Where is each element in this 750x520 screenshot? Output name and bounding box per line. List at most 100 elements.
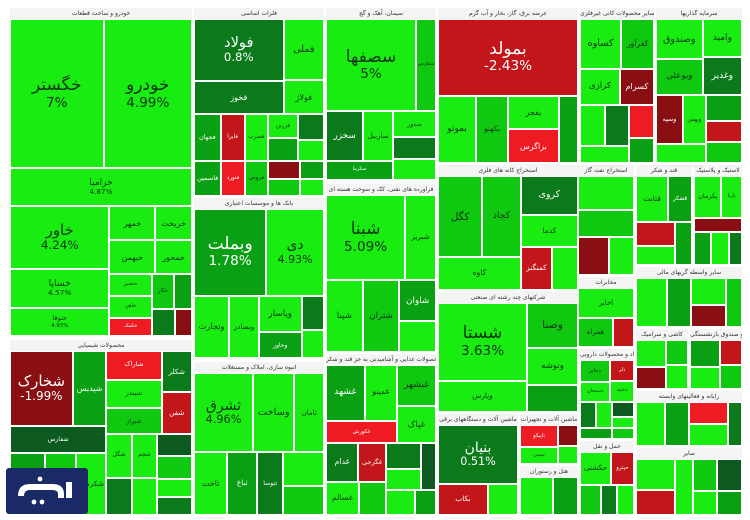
- treemap-tile[interactable]: شپنا: [326, 280, 363, 352]
- treemap-tile[interactable]: [106, 477, 132, 515]
- treemap-tile[interactable]: شپدیس: [72, 351, 107, 427]
- treemap-tile[interactable]: ثباغ: [227, 452, 258, 515]
- treemap-tile[interactable]: [156, 478, 192, 497]
- treemap-tile[interactable]: فاسمین: [194, 160, 222, 196]
- treemap-tile[interactable]: بفجر: [508, 95, 559, 130]
- treemap-tile[interactable]: [595, 401, 612, 429]
- treemap-tile[interactable]: غشهد: [326, 365, 365, 421]
- treemap-tile[interactable]: وصندوق: [656, 19, 703, 60]
- treemap-tile[interactable]: [268, 178, 301, 196]
- treemap-tile[interactable]: سکرما: [326, 160, 394, 180]
- treemap-tile[interactable]: کمنگنز: [520, 246, 552, 290]
- treemap-tile[interactable]: [692, 459, 718, 491]
- treemap-tile[interactable]: فسرب: [244, 114, 269, 161]
- treemap-tile[interactable]: [393, 137, 436, 159]
- treemap-tile[interactable]: فملی: [283, 19, 324, 81]
- treemap-tile[interactable]: شیراز: [106, 408, 162, 434]
- treemap-tile[interactable]: [580, 401, 596, 429]
- treemap-tile[interactable]: [674, 222, 692, 265]
- treemap-tile[interactable]: [488, 483, 518, 515]
- treemap-tile[interactable]: [558, 446, 578, 464]
- treemap-tile[interactable]: حپترو: [610, 452, 634, 485]
- treemap-tile[interactable]: خاور 4.24%: [10, 206, 110, 269]
- treemap-tile[interactable]: [674, 459, 693, 515]
- treemap-tile[interactable]: تپمپی: [520, 447, 559, 464]
- treemap-tile[interactable]: [636, 402, 665, 446]
- treemap-tile[interactable]: خگستر 7%: [10, 19, 104, 169]
- treemap-tile[interactable]: وبهمن: [682, 95, 706, 145]
- treemap-tile[interactable]: [728, 232, 742, 265]
- treemap-tile[interactable]: [553, 477, 578, 515]
- treemap-tile[interactable]: خکار: [151, 274, 175, 309]
- treemap-tile[interactable]: [414, 489, 436, 515]
- treemap-tile[interactable]: [636, 278, 668, 327]
- treemap-tile[interactable]: خاهن: [109, 295, 152, 318]
- treemap-tile[interactable]: [558, 95, 578, 163]
- treemap-tile[interactable]: [690, 366, 721, 389]
- treemap-tile[interactable]: خکمک: [109, 317, 152, 336]
- treemap-tile[interactable]: [636, 459, 675, 490]
- treemap-tile[interactable]: [664, 402, 689, 446]
- treemap-tile[interactable]: فولاژ: [283, 80, 324, 115]
- treemap-tile[interactable]: کاوه: [438, 257, 521, 290]
- treemap-tile[interactable]: شتران: [362, 280, 400, 352]
- treemap-tile[interactable]: شفن: [161, 392, 192, 434]
- treemap-tile[interactable]: [300, 178, 324, 196]
- treemap-tile[interactable]: همراه: [578, 317, 613, 347]
- treemap-tile[interactable]: قشکر: [668, 176, 692, 223]
- treemap-tile[interactable]: [690, 305, 727, 327]
- treemap-tile[interactable]: [611, 416, 634, 428]
- treemap-tile[interactable]: [297, 140, 324, 162]
- treemap-tile[interactable]: [711, 232, 729, 265]
- treemap-tile[interactable]: [268, 137, 298, 162]
- treemap-tile[interactable]: [689, 402, 728, 424]
- treemap-tile[interactable]: خودرو 4.99%: [103, 19, 192, 169]
- treemap-tile[interactable]: [580, 104, 605, 147]
- treemap-tile[interactable]: شفارس: [10, 426, 107, 453]
- treemap-tile[interactable]: [694, 217, 742, 233]
- treemap-tile[interactable]: [300, 161, 324, 179]
- treemap-tile[interactable]: وخاور: [259, 332, 302, 358]
- treemap-tile[interactable]: کرازی: [580, 68, 620, 105]
- treemap-tile[interactable]: وامید: [702, 19, 742, 58]
- treemap-tile[interactable]: [611, 401, 634, 417]
- treemap-tile[interactable]: شخارک -1.99%: [10, 351, 73, 427]
- treemap-tile[interactable]: اخابر: [578, 288, 634, 318]
- treemap-tile[interactable]: غسالم: [326, 482, 359, 515]
- treemap-tile[interactable]: [156, 433, 192, 457]
- treemap-tile[interactable]: [727, 402, 742, 446]
- treemap-tile[interactable]: [156, 496, 192, 515]
- treemap-tile[interactable]: [174, 308, 192, 336]
- treemap-tile[interactable]: [393, 158, 436, 180]
- treemap-tile[interactable]: پکرمان: [694, 176, 722, 218]
- treemap-tile[interactable]: [156, 456, 192, 479]
- treemap-tile[interactable]: [358, 482, 386, 515]
- treemap-tile[interactable]: خریخت: [155, 206, 192, 241]
- treemap-tile[interactable]: سصفها 5%: [326, 19, 416, 112]
- treemap-tile[interactable]: وبوعلی: [656, 59, 703, 96]
- treemap-tile[interactable]: [629, 104, 654, 139]
- treemap-tile[interactable]: فزرین: [268, 114, 298, 138]
- treemap-tile[interactable]: وسپه: [656, 95, 683, 145]
- treemap-tile[interactable]: وساخت: [253, 373, 295, 453]
- treemap-tile[interactable]: خبهمن: [109, 240, 156, 275]
- treemap-tile[interactable]: [705, 121, 742, 143]
- treemap-tile[interactable]: کروی: [520, 176, 578, 216]
- treemap-tile[interactable]: [283, 452, 324, 487]
- treemap-tile[interactable]: فایرا: [220, 114, 245, 161]
- treemap-tile[interactable]: [604, 104, 630, 147]
- treemap-tile[interactable]: شگل: [106, 433, 132, 478]
- treemap-tile[interactable]: [690, 278, 727, 306]
- treemap-tile[interactable]: ثامان: [294, 373, 324, 453]
- treemap-tile[interactable]: [131, 477, 157, 515]
- treemap-tile[interactable]: ثنوسا: [257, 452, 284, 515]
- treemap-tile[interactable]: شجم: [131, 433, 157, 478]
- treemap-tile[interactable]: حکشتی: [580, 452, 611, 485]
- treemap-tile[interactable]: قثابت: [636, 176, 668, 223]
- treemap-tile[interactable]: وغدیر: [702, 57, 742, 96]
- treemap-tile[interactable]: [636, 222, 675, 246]
- treemap-tile[interactable]: خساپا 4.57%: [10, 268, 110, 308]
- treemap-tile[interactable]: کسرام: [619, 68, 654, 105]
- treemap-tile[interactable]: [174, 274, 192, 309]
- treemap-tile[interactable]: وپارس: [438, 380, 528, 412]
